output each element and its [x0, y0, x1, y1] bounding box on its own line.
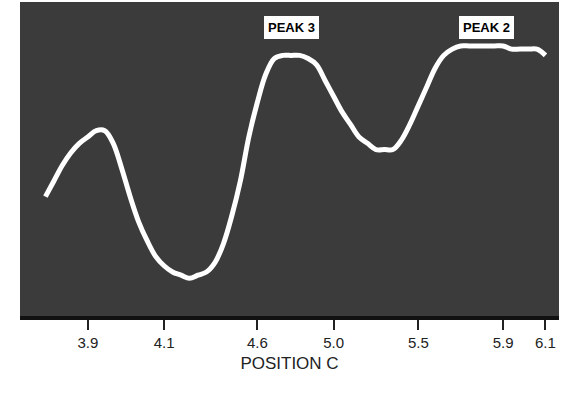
svg-text:5.5: 5.5: [408, 334, 429, 351]
svg-text:PEAK 3: PEAK 3: [268, 20, 315, 35]
svg-text:5.0: 5.0: [323, 334, 344, 351]
svg-text:POSITION C: POSITION C: [240, 354, 338, 373]
svg-text:4.1: 4.1: [154, 334, 175, 351]
svg-text:5.9: 5.9: [493, 334, 514, 351]
svg-text:3.9: 3.9: [77, 334, 98, 351]
svg-text:4.6: 4.6: [247, 334, 268, 351]
svg-text:PEAK 2: PEAK 2: [463, 20, 510, 35]
svg-text:6.1: 6.1: [535, 334, 556, 351]
